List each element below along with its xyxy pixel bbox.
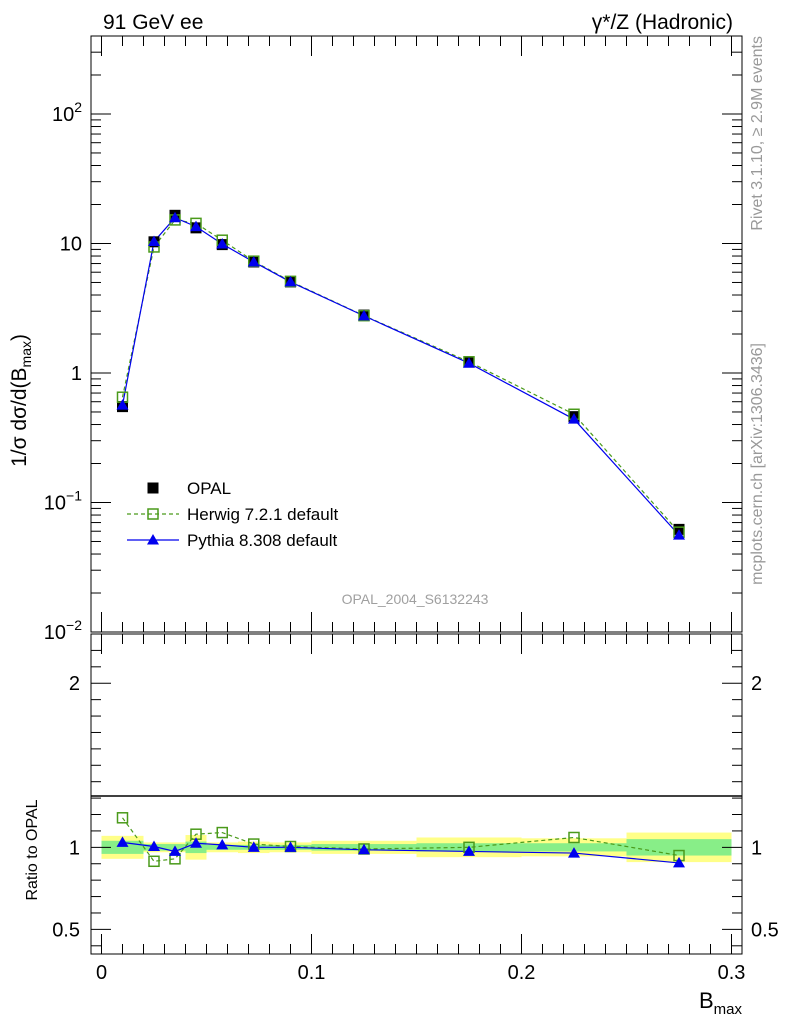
pythia-point (148, 235, 160, 247)
pythia-point (463, 357, 475, 368)
main-y-tick-label: 10−2 (44, 617, 82, 644)
pythia-ratio-point (568, 847, 580, 858)
pythia-point (568, 413, 580, 424)
x-ticks (101, 36, 732, 954)
herwig-ratio-point (216, 826, 228, 839)
pythia-ratio-point (148, 840, 160, 852)
ratio-y-tick-labels: 0.5 0.5 1 1 2 2 (52, 673, 779, 941)
main-watermark: OPAL_2004_S6132243 (342, 591, 489, 607)
ratio-panel: 0.5 0.5 1 1 2 2 Ratio to OPAL 0 0.1 0.2 0.3 Bmax (24, 36, 779, 1018)
ratio-y-tick-label: 2 (69, 673, 80, 695)
pythia-point (216, 238, 229, 249)
pythia-point (190, 220, 202, 232)
ratio-y-ticks (91, 649, 742, 947)
x-tick-label: 0.1 (298, 962, 326, 984)
main-panel: 10−2 10−1 1 10 102 OPAL_2004_S6132243 1/σ dσ… (8, 35, 743, 644)
main-y-tick-labels: 10−2 10−1 1 10 102 (44, 99, 82, 644)
x-axis-label: Bmax (699, 988, 743, 1018)
pythia-ratio-point (358, 843, 370, 855)
legend-marker (147, 482, 159, 494)
ratio-y-tick-label-right: 1 (751, 837, 762, 859)
main-y-axis-label: 1/σ dσ/d(Bmax) (8, 334, 34, 467)
legend-label: Herwig 7.2.1 default (187, 505, 338, 524)
pythia-point (169, 211, 181, 223)
x-tick-label: 0.2 (508, 962, 536, 984)
pythia-point (116, 399, 129, 410)
pythia-ratio-point (284, 841, 297, 852)
pythia-ratio-point (463, 845, 475, 856)
header-left-label: 91 GeV ee (103, 11, 203, 34)
ratio-frame (90, 633, 743, 955)
main-y-tick-label: 102 (52, 99, 82, 126)
main-y-tick-label: 10 (60, 233, 82, 255)
mcplots-label: mcplots.cern.ch [arXiv:1306.3436] (749, 343, 766, 585)
ratio-y-tick-label: 0.5 (52, 919, 80, 941)
pythia-point (247, 255, 260, 267)
rivet-label: Rivet 3.1.10, ≥ 2.9M events (749, 36, 766, 231)
pythia-ratio-point (190, 837, 202, 848)
main-y-tick-label: 10−1 (44, 487, 82, 514)
ratio-y-tick-label-right: 0.5 (751, 919, 779, 941)
pythia-ratio-point (169, 845, 181, 856)
ratio-y-tick-label: 1 (69, 837, 80, 859)
herwig-ratio-point (148, 855, 160, 868)
pythia-ratio-point (116, 836, 129, 847)
herwig-ratio-point (116, 812, 129, 824)
legend-marker (147, 534, 159, 545)
main-series-points (116, 209, 685, 540)
pythia-ratio-point (216, 838, 229, 850)
legend-label: OPAL (187, 479, 231, 498)
ratio-series-points (116, 812, 685, 868)
main-y-tick-label: 1 (71, 363, 82, 385)
x-tick-label: 0.3 (718, 962, 746, 984)
pythia-ratio-point (673, 856, 685, 868)
x-tick-label: 0 (96, 962, 107, 984)
header-right-label: γ*/Z (Hadronic) (592, 11, 733, 34)
legend-label: Pythia 8.308 default (187, 531, 338, 550)
pythia-point (673, 529, 685, 540)
pythia-point (284, 275, 297, 287)
ratio-y-axis-label: Ratio to OPAL (24, 799, 41, 900)
pythia-ratio-point (247, 841, 260, 852)
legend-marker (147, 508, 159, 520)
main-y-ticks (91, 35, 742, 633)
ratio-y-tick-label-right: 2 (751, 673, 762, 695)
herwig-line (121, 219, 680, 533)
x-tick-labels: 0 0.1 0.2 0.3 (96, 962, 745, 984)
pythia-point (358, 309, 370, 321)
herwig-ratio-point (568, 831, 580, 844)
ratio-stat-band (626, 839, 732, 856)
legend: OPAL Herwig 7.2.1 default Pythia 8.308 def… (127, 479, 338, 550)
